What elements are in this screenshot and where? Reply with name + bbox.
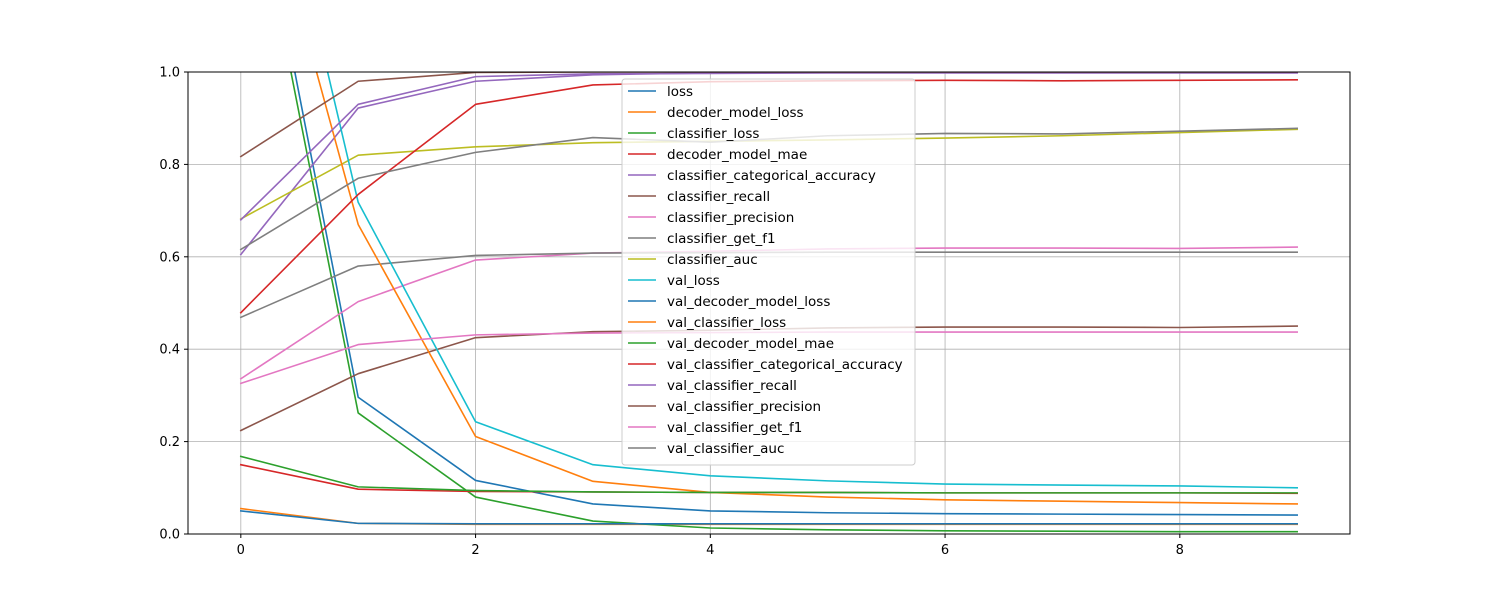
legend-label: val_classifier_recall (667, 378, 797, 394)
y-tick-label: 1.0 (159, 66, 180, 81)
y-tick-label: 0.8 (159, 158, 180, 173)
legend-label: val_classifier_precision (667, 399, 821, 415)
y-axis: 0.0 0.2 0.4 0.6 0.8 1.0 (159, 66, 188, 543)
legend-label: classifier_precision (667, 210, 794, 226)
x-tick-label: 8 (1176, 543, 1184, 558)
legend-label: val_classifier_auc (667, 441, 784, 457)
legend-label: classifier_loss (667, 126, 759, 142)
series-line-val-decoder-model-mae (239, 455, 1298, 494)
legend-label: classifier_categorical_accuracy (667, 168, 876, 184)
legend-label: classifier_auc (667, 252, 758, 268)
legend-label: val_classifier_get_f1 (667, 420, 802, 436)
x-tick-label: 4 (706, 543, 714, 558)
legend-label: val_decoder_model_loss (667, 294, 830, 310)
x-tick-label: 6 (941, 543, 949, 558)
legend-label: val_loss (667, 273, 720, 289)
series-line-val-classifier-loss (315, 72, 1298, 505)
legend-label: val_classifier_loss (667, 315, 786, 331)
legend-label: classifier_get_f1 (667, 231, 776, 247)
series-line-val-classifier-recall (239, 72, 1298, 221)
series-line-val-loss (326, 72, 1298, 489)
series-line-loss (294, 72, 1298, 516)
legend-label: val_decoder_model_mae (667, 336, 834, 352)
legend-box (621, 78, 916, 466)
legend-label: decoder_model_loss (667, 105, 804, 121)
legend: loss decoder_model_loss classifier_lossdec… (621, 78, 916, 466)
legend-label: decoder_model_mae (667, 147, 807, 163)
series-line-val-decoder-model-loss (239, 510, 1298, 525)
y-tick-label: 0.4 (159, 343, 180, 358)
x-axis: 0 2 4 6 8 (237, 534, 1184, 558)
plot-frame (187, 71, 1351, 535)
y-tick-label: 0.6 (159, 250, 180, 265)
x-tick-label: 0 (237, 543, 245, 558)
legend-label: val_classifier_categorical_accuracy (667, 357, 903, 373)
y-tick-label: 0.0 (159, 528, 180, 543)
series-line-val-classifier-precision (239, 72, 1298, 158)
legend-label: loss (667, 84, 693, 100)
legend-label: classifier_recall (667, 189, 770, 205)
y-tick-label: 0.2 (159, 435, 180, 450)
series-line-classifier-loss (290, 72, 1298, 533)
x-tick-label: 2 (471, 543, 479, 558)
